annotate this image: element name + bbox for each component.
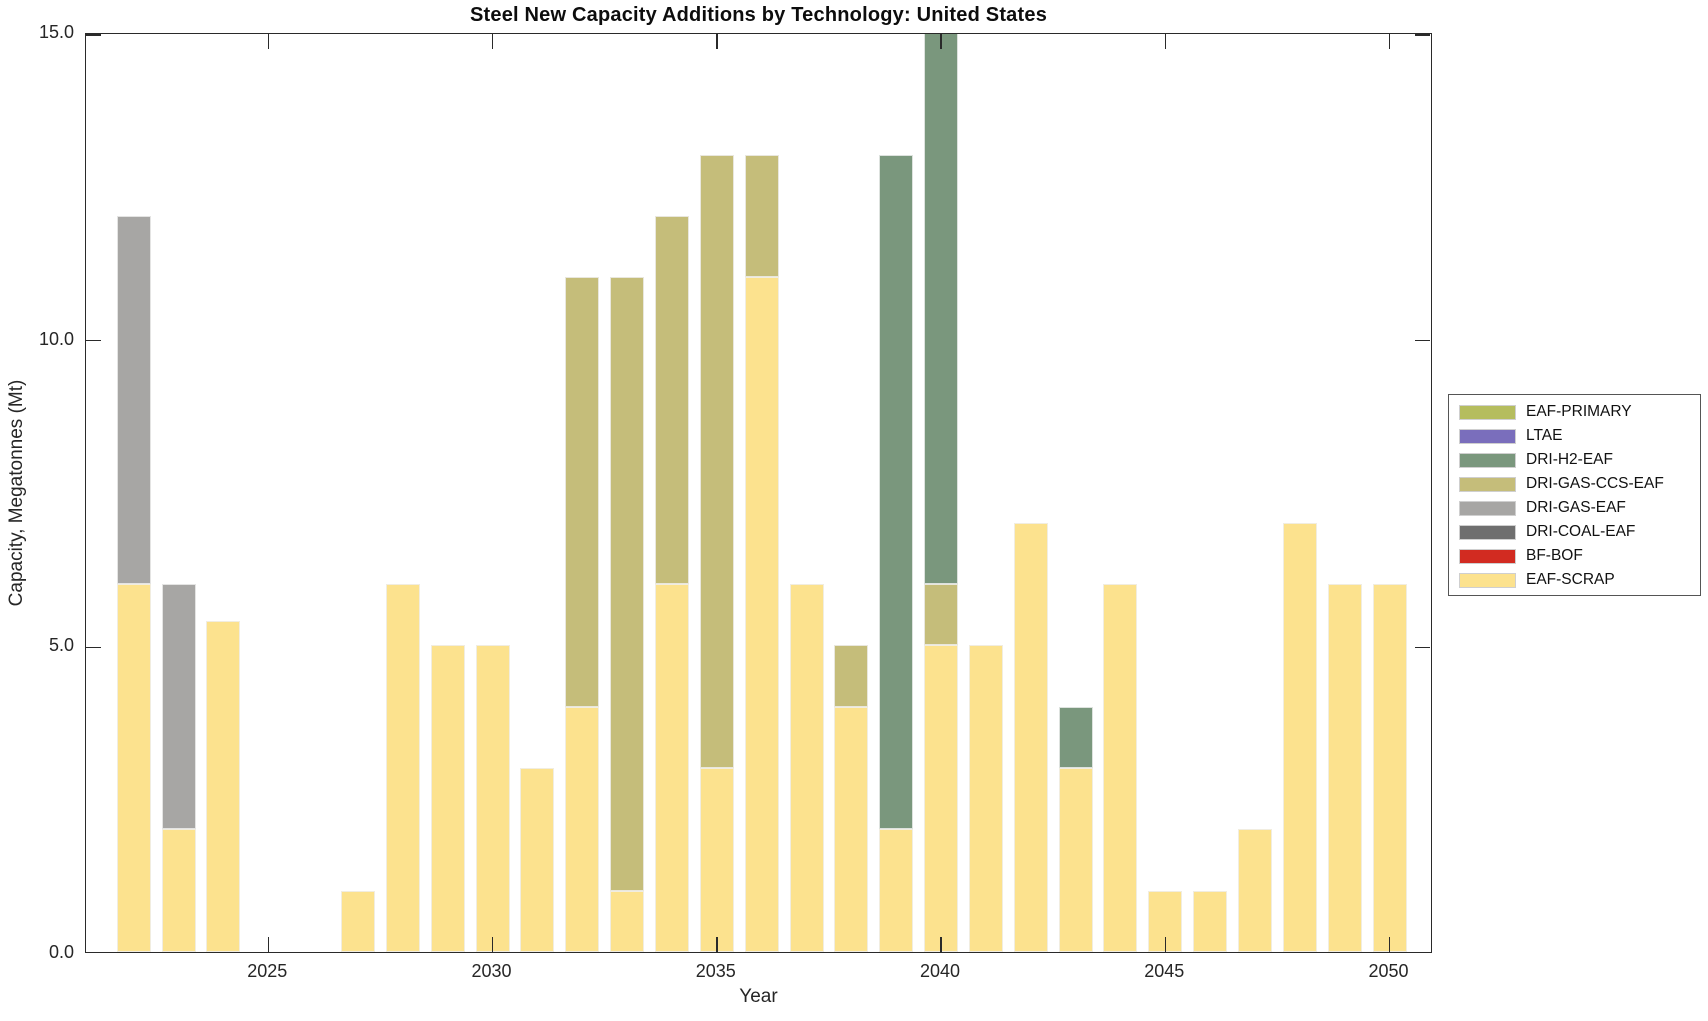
axis-tick (86, 339, 101, 342)
axis-tick (86, 952, 101, 953)
axis-tick (1414, 339, 1430, 342)
y-tick-label: 5.0 (48, 635, 74, 656)
axis-tick (267, 937, 270, 952)
legend-item-dri-gas-eaf: DRI-GAS-EAF (1459, 496, 1700, 520)
legend-swatch (1459, 404, 1516, 420)
bar-segment-dri-gas-ccs-eaf-2040 (924, 584, 959, 646)
bar-segment-eaf-scrap-2041 (968, 645, 1003, 952)
bar-segment-eaf-scrap-2042 (1013, 522, 1048, 952)
legend-item-eaf-primary: EAF-PRIMARY (1459, 400, 1700, 424)
axis-tick (716, 34, 718, 49)
bar-segment-eaf-scrap-2034 (654, 584, 689, 952)
bar-segment-eaf-scrap-2028 (385, 584, 420, 952)
bar-segment-eaf-scrap-2046 (1193, 890, 1228, 952)
bar-segment-eaf-scrap-2050 (1372, 584, 1407, 952)
x-tick-label: 2025 (247, 961, 288, 981)
legend: EAF-PRIMARY LTAE DRI-H2-EAF DRI-GAS-CCS-EAF… (1448, 394, 1701, 596)
chart-title: Steel New Capacity Additions by Technolo… (469, 4, 1048, 26)
legend-label: DRI-GAS-CCS-EAF (1526, 475, 1664, 492)
plot-area (85, 33, 1432, 953)
bar-segment-eaf-scrap-2048 (1282, 522, 1317, 952)
bar-segment-eaf-scrap-2024 (206, 620, 241, 952)
axis-tick (1388, 34, 1391, 49)
bar-segment-dri-gas-ccs-eaf-2032 (565, 277, 600, 707)
legend-swatch (1459, 452, 1516, 468)
axis-tick (940, 937, 942, 952)
bar-segment-dri-gas-eaf-2023 (161, 584, 196, 830)
bar-segment-eaf-scrap-2049 (1327, 584, 1362, 952)
bar-segment-dri-h2-eaf-2039 (879, 154, 914, 830)
x-tick-label: 2040 (920, 961, 961, 981)
y-tick-label: 0.0 (48, 942, 74, 962)
bar-segment-eaf-scrap-2031 (520, 768, 555, 952)
legend-swatch (1459, 524, 1516, 540)
bar-segment-dri-gas-ccs-eaf-2035 (699, 154, 734, 768)
bar-segment-eaf-scrap-2044 (1103, 584, 1138, 952)
legend-item-dri-gas-ccs-eaf: DRI-GAS-CCS-EAF (1459, 472, 1700, 496)
axis-tick (86, 646, 101, 649)
bar-segment-eaf-scrap-2047 (1238, 829, 1272, 952)
axis-tick (1164, 937, 1167, 952)
x-axis-label: Year (739, 986, 778, 1007)
axis-tick (86, 34, 101, 36)
bar-segment-dri-gas-ccs-eaf-2038 (834, 645, 869, 707)
bar-segment-eaf-scrap-2027 (341, 890, 375, 952)
axis-tick (1414, 34, 1430, 36)
legend-item-dri-coal-eaf: DRI-COAL-EAF (1459, 520, 1700, 544)
legend-swatch (1459, 500, 1516, 516)
axis-tick (940, 34, 942, 49)
bar-segment-dri-gas-ccs-eaf-2036 (744, 154, 779, 278)
legend-label: DRI-H2-EAF (1526, 451, 1613, 468)
legend-item-bf-bof: BF-BOF (1459, 544, 1700, 568)
y-tick-label: 15.0 (38, 22, 74, 42)
legend-label: EAF-SCRAP (1526, 571, 1615, 588)
y-axis-label: Capacity, Megatonnes (Mt) (6, 379, 27, 607)
legend-swatch (1459, 428, 1516, 444)
bar-segment-dri-h2-eaf-2043 (1058, 706, 1093, 768)
x-tick-label: 2035 (695, 961, 736, 981)
x-tick-label: 2050 (1368, 961, 1409, 981)
bar-segment-eaf-scrap-2038 (834, 706, 869, 952)
x-tick-label: 2030 (471, 961, 512, 981)
x-tick-label: 2045 (1144, 961, 1185, 981)
axis-tick (716, 937, 718, 952)
axis-tick (491, 937, 494, 952)
bar-segment-eaf-scrap-2032 (565, 706, 600, 952)
legend-swatch (1459, 476, 1516, 492)
legend-swatch (1459, 572, 1516, 588)
bar-segment-eaf-scrap-2030 (475, 645, 510, 952)
legend-label: DRI-COAL-EAF (1526, 523, 1636, 540)
bar-segment-dri-gas-ccs-eaf-2034 (654, 216, 689, 584)
bar-segment-eaf-scrap-2036 (744, 277, 779, 952)
bar-segment-eaf-scrap-2029 (430, 645, 465, 952)
bar-segment-dri-gas-ccs-eaf-2033 (610, 277, 645, 891)
bar-segment-dri-gas-eaf-2022 (116, 216, 151, 584)
legend-item-ltae: LTAE (1459, 424, 1700, 448)
axis-tick (491, 34, 494, 49)
axis-tick (267, 34, 270, 49)
legend-label: EAF-PRIMARY (1526, 403, 1632, 420)
legend-item-dri-h2-eaf: DRI-H2-EAF (1459, 448, 1700, 472)
legend-label: DRI-GAS-EAF (1526, 499, 1626, 516)
bar-segment-eaf-scrap-2040 (924, 645, 959, 952)
bar-segment-eaf-scrap-2035 (699, 768, 734, 952)
legend-item-eaf-scrap: EAF-SCRAP (1459, 568, 1700, 592)
legend-swatch (1459, 548, 1516, 564)
axis-tick (1415, 952, 1430, 953)
bar-segment-eaf-scrap-2033 (610, 890, 645, 952)
axis-tick (1164, 34, 1167, 49)
axis-tick (1388, 937, 1391, 952)
bar-segment-eaf-scrap-2039 (879, 829, 914, 952)
bar-segment-eaf-scrap-2022 (116, 584, 151, 952)
bar-segment-eaf-scrap-2023 (161, 829, 196, 952)
bar-segment-eaf-scrap-2043 (1058, 768, 1093, 952)
y-tick-label: 10.0 (38, 328, 74, 349)
bar-segment-eaf-scrap-2037 (789, 584, 824, 952)
bar-segment-dri-h2-eaf-2040 (924, 34, 959, 584)
legend-label: LTAE (1526, 427, 1563, 444)
axis-tick (1414, 646, 1430, 649)
legend-label: BF-BOF (1526, 547, 1583, 564)
